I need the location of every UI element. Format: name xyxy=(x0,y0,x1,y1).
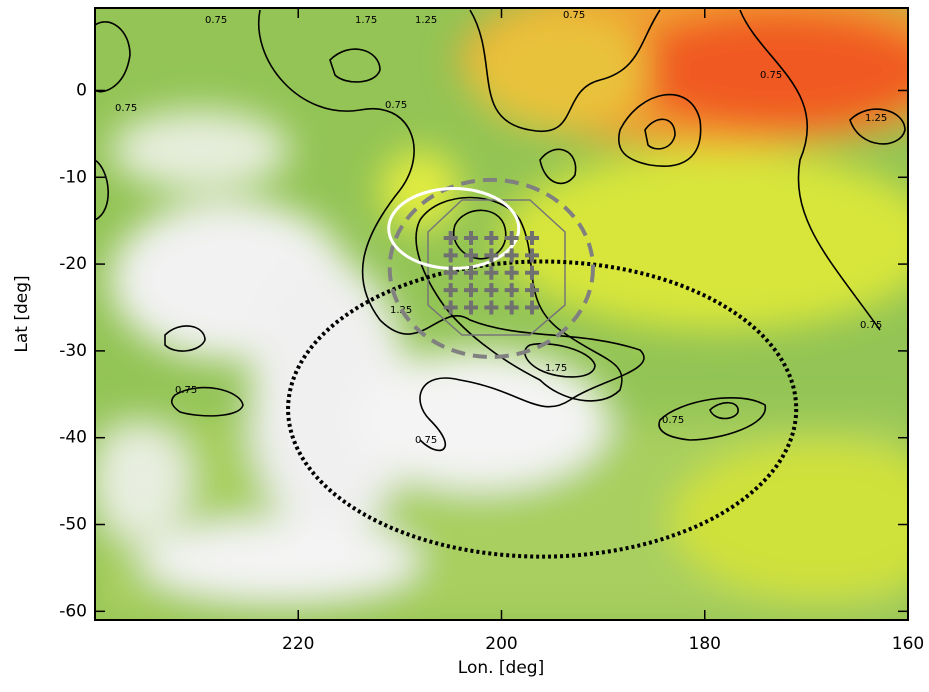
contour-line xyxy=(170,386,244,417)
contour-line xyxy=(644,118,676,150)
region-ellipse xyxy=(387,177,595,359)
contour-label: 0.75 xyxy=(385,100,407,111)
contour-label: 1.75 xyxy=(355,15,377,26)
cross-marker xyxy=(484,283,499,298)
contour-line xyxy=(164,325,206,352)
cross-marker xyxy=(443,231,458,246)
x-tick-label: 200 xyxy=(485,634,517,654)
contour-line xyxy=(415,196,623,402)
cross-marker xyxy=(504,300,519,315)
cross-marker xyxy=(524,265,539,280)
field-outline xyxy=(427,199,566,336)
y-tick-label: -40 xyxy=(59,428,87,448)
y-tick-label: -30 xyxy=(59,341,87,361)
x-tick-label: 160 xyxy=(892,634,924,654)
region-ellipse xyxy=(286,259,799,559)
x-tick-label: 180 xyxy=(689,634,721,654)
cross-marker xyxy=(443,283,458,298)
cross-marker xyxy=(443,248,458,263)
cross-marker xyxy=(504,231,519,246)
contour-line xyxy=(329,48,381,83)
x-axis-label: Lon. [deg] xyxy=(458,658,544,678)
region-ellipse xyxy=(387,187,521,270)
y-tick-label: -10 xyxy=(59,167,87,187)
cross-marker xyxy=(504,283,519,298)
contour-label: 1.25 xyxy=(415,15,437,26)
intensity-map: 0.75 0.75 0.75 1.75 1.25 0.75 0.75 1.25 … xyxy=(95,8,908,620)
contour-line xyxy=(257,9,645,452)
contour-label: 0.75 xyxy=(760,70,782,81)
y-tick-label: -20 xyxy=(59,254,87,274)
cross-marker xyxy=(504,265,519,280)
cross-marker xyxy=(524,283,539,298)
cross-marker xyxy=(524,248,539,263)
cross-marker xyxy=(524,231,539,246)
y-tick-label: -50 xyxy=(59,515,87,535)
cross-marker xyxy=(484,231,499,246)
cross-marker xyxy=(484,300,499,315)
contour-label: 0.75 xyxy=(115,103,137,114)
cross-marker xyxy=(443,265,458,280)
contour-line xyxy=(524,342,596,378)
cross-marker xyxy=(464,283,479,298)
cross-marker xyxy=(524,300,539,315)
contour-line xyxy=(469,9,661,133)
y-axis-label: Lat [deg] xyxy=(12,275,32,352)
cross-marker xyxy=(504,248,519,263)
contour-line xyxy=(539,148,577,185)
y-tick-label: 0 xyxy=(76,80,87,100)
contour-label: 0.75 xyxy=(175,385,197,396)
cross-marker xyxy=(484,248,499,263)
contour-line xyxy=(849,108,906,145)
cross-marker xyxy=(464,248,479,263)
cross-marker xyxy=(484,265,499,280)
y-tick-label: -60 xyxy=(59,601,87,621)
contour-label: 1.25 xyxy=(865,113,887,124)
contour-label: 0.75 xyxy=(205,15,227,26)
cross-marker xyxy=(464,265,479,280)
contour-line xyxy=(658,397,766,441)
contour-line xyxy=(709,401,739,420)
cross-marker xyxy=(464,300,479,315)
contour-label: 0.75 xyxy=(860,320,882,331)
contours xyxy=(95,9,906,452)
cross-marker xyxy=(443,300,458,315)
contour-line xyxy=(618,93,702,167)
contour-line xyxy=(739,9,881,331)
contour-line xyxy=(95,159,109,221)
cross-marker xyxy=(464,231,479,246)
contour-label: 0.75 xyxy=(415,435,437,446)
contour-label: 0.75 xyxy=(662,415,684,426)
contour-label: 1.75 xyxy=(545,363,567,374)
contour-label: 0.75 xyxy=(563,10,585,21)
contour-line xyxy=(453,209,507,260)
x-tick-label: 220 xyxy=(282,634,314,654)
